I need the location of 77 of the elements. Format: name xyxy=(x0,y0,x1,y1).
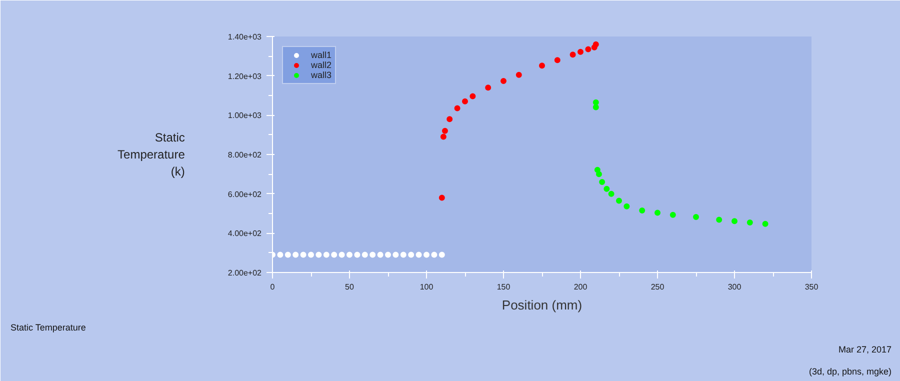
point xyxy=(300,252,306,258)
x-tick-label: 50 xyxy=(345,282,354,292)
point xyxy=(539,62,545,69)
x-axis-title: Position (mm) xyxy=(502,298,582,312)
point xyxy=(608,190,614,197)
point xyxy=(716,216,722,223)
point xyxy=(454,105,460,112)
y-axis-title: Static Temperature (k) xyxy=(118,130,186,178)
y-tick-label: 1.00e+03 xyxy=(228,111,262,120)
point xyxy=(442,128,448,134)
point xyxy=(604,186,610,192)
y-tick-label: 8.00e+02 xyxy=(228,150,262,160)
text: (3d, dp, pbns, mgke) xyxy=(808,366,892,376)
point xyxy=(354,252,360,258)
point xyxy=(424,252,430,258)
point xyxy=(670,212,676,218)
point xyxy=(470,93,476,100)
point xyxy=(377,252,384,258)
point xyxy=(485,84,492,91)
point xyxy=(599,179,606,186)
point xyxy=(277,252,284,258)
point xyxy=(732,218,738,224)
point xyxy=(438,194,445,201)
point xyxy=(385,252,391,258)
y-tick-label: 1.40e+03 xyxy=(228,32,262,42)
point xyxy=(292,252,299,258)
point xyxy=(308,252,314,258)
legend-label: wall3 xyxy=(311,70,332,80)
x-tick-label: 350 xyxy=(804,282,819,292)
point xyxy=(570,52,576,58)
y-tick-label: 1.20e+03 xyxy=(228,72,262,81)
y-tick-label: 6.00e+02 xyxy=(228,190,262,199)
point xyxy=(408,252,414,258)
point xyxy=(624,203,630,210)
y-tick-label: 2.00e+02 xyxy=(228,268,262,278)
point xyxy=(323,252,330,258)
point xyxy=(516,72,522,78)
text: Mar 27, 2017 xyxy=(838,344,892,354)
legend-label: wall2 xyxy=(311,60,332,70)
point xyxy=(585,46,592,52)
point xyxy=(762,220,768,227)
x-tick-label: 0 xyxy=(270,282,276,292)
y-tick-label: 4.00e+02 xyxy=(228,229,262,238)
point xyxy=(400,252,406,258)
point xyxy=(654,210,660,216)
point xyxy=(438,252,445,258)
x-tick-label: 150 xyxy=(496,282,511,292)
point xyxy=(554,57,560,64)
point xyxy=(370,252,376,258)
point xyxy=(338,252,345,258)
text: Static Temperature xyxy=(10,322,86,332)
point xyxy=(440,134,446,140)
point xyxy=(616,198,622,204)
point xyxy=(431,252,438,258)
point xyxy=(362,252,368,258)
point xyxy=(596,171,602,178)
point xyxy=(639,208,646,214)
x-tick-label: 300 xyxy=(728,282,742,292)
point xyxy=(284,252,291,258)
point xyxy=(346,252,352,258)
point xyxy=(592,104,599,110)
point xyxy=(416,252,422,258)
point xyxy=(500,78,506,84)
legend-label: wall1 xyxy=(311,50,332,60)
x-tick-label: 200 xyxy=(574,282,588,292)
point xyxy=(746,220,753,226)
point xyxy=(592,41,599,48)
point xyxy=(316,252,322,258)
point xyxy=(462,98,468,104)
x-tick-label: 250 xyxy=(650,282,665,292)
point xyxy=(331,252,338,258)
point xyxy=(693,214,699,220)
point xyxy=(446,116,453,122)
point xyxy=(592,99,599,106)
x-tick-label: 100 xyxy=(420,282,434,292)
point xyxy=(578,48,584,55)
point xyxy=(392,252,399,258)
